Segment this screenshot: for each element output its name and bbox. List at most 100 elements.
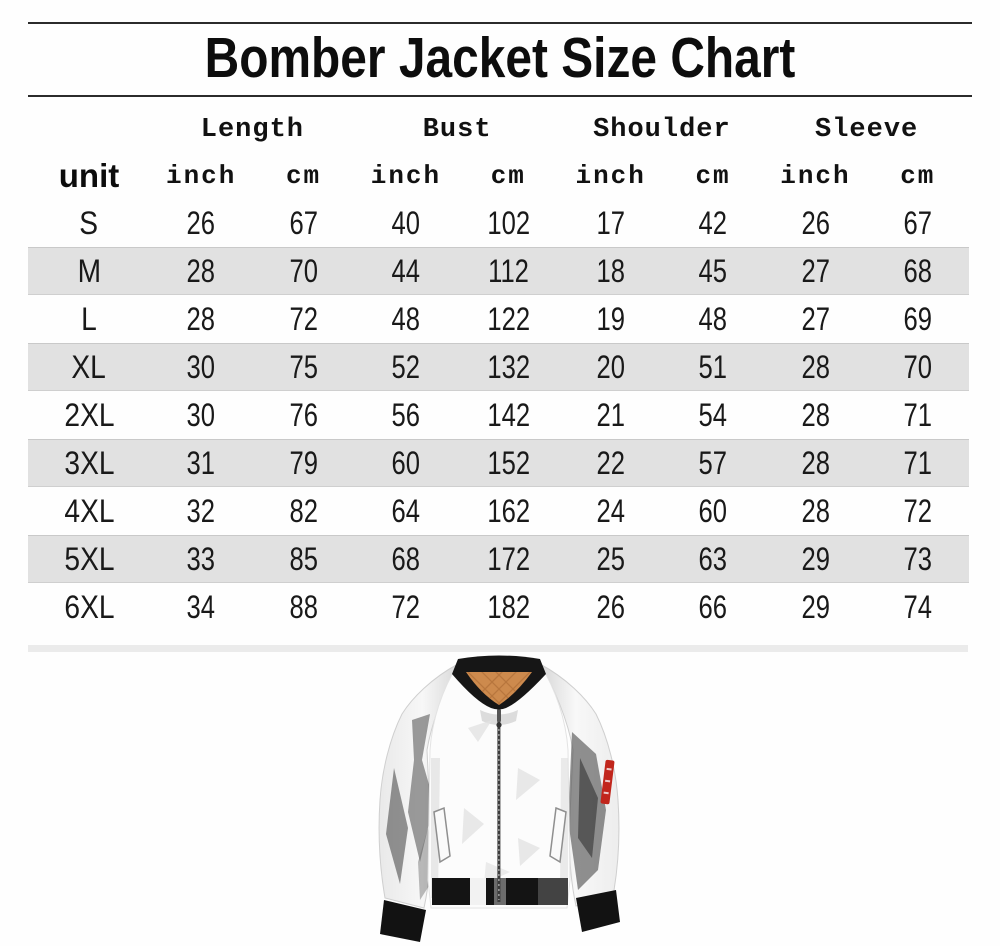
value-cell: 26 [596, 588, 625, 625]
jacket-right-cuff [576, 890, 620, 932]
unit-header-length-cm: cm [285, 161, 322, 191]
value-cell: 22 [596, 444, 625, 481]
size-cell: M [77, 252, 101, 289]
value-cell: 63 [698, 540, 728, 577]
value-cell: 51 [698, 348, 728, 385]
size-row-5xl: 5XL 33 85 68 172 25 63 29 73 [28, 535, 969, 583]
value-cell: 18 [596, 252, 625, 289]
value-cell: 88 [289, 588, 318, 625]
value-cell: 34 [186, 588, 216, 625]
size-cell: 5XL [63, 540, 115, 577]
value-cell: 82 [289, 492, 318, 529]
value-cell: 29 [801, 588, 830, 625]
value-cell: 69 [903, 300, 933, 337]
size-cell: 6XL [63, 588, 115, 625]
value-cell: 21 [596, 396, 625, 433]
value-cell: 30 [186, 396, 216, 433]
value-cell: 28 [186, 300, 216, 337]
unit-header-bust-cm: cm [490, 161, 526, 191]
group-header-length: Length [200, 115, 304, 145]
value-cell: 79 [289, 444, 318, 481]
value-cell: 27 [801, 300, 830, 337]
value-cell: 60 [391, 444, 421, 481]
group-header-bust: Bust [422, 115, 492, 145]
value-cell: 28 [801, 348, 830, 385]
jacket-collar [452, 655, 546, 710]
size-cell: 3XL [63, 444, 115, 481]
value-cell: 72 [289, 300, 318, 337]
size-cell: 4XL [63, 492, 115, 529]
value-cell: 42 [698, 204, 728, 241]
value-cell: 28 [801, 492, 830, 529]
value-cell: 30 [186, 348, 216, 385]
value-cell: 74 [903, 588, 933, 625]
unit-header-sleeve-inch: inch [780, 161, 851, 191]
unit-label: unit [58, 157, 120, 194]
value-cell: 162 [486, 492, 530, 529]
value-cell: 28 [186, 252, 216, 289]
jacket-left-cuff [380, 900, 426, 942]
value-cell: 122 [486, 300, 530, 337]
value-cell: 70 [903, 348, 933, 385]
group-header-sleeve: Sleeve [815, 115, 919, 145]
unit-header-sleeve-cm: cm [900, 161, 936, 191]
value-cell: 112 [487, 252, 529, 289]
size-row-4xl: 4XL 32 82 64 162 24 60 28 72 [28, 487, 969, 535]
size-row-2xl: 2XL 30 76 56 142 21 54 28 71 [28, 391, 969, 439]
value-cell: 152 [486, 444, 530, 481]
value-cell: 32 [186, 492, 216, 529]
value-cell: 44 [391, 252, 421, 289]
value-cell: 17 [596, 204, 625, 241]
value-cell: 85 [289, 540, 318, 577]
value-cell: 73 [903, 540, 933, 577]
value-cell: 20 [596, 348, 625, 385]
size-row-s: S 26 67 40 102 17 42 26 67 [28, 199, 969, 247]
bomber-jacket-image [368, 648, 632, 946]
value-cell: 28 [801, 396, 830, 433]
title-divider [28, 95, 972, 97]
value-cell: 27 [801, 252, 830, 289]
value-cell: 72 [391, 588, 421, 625]
value-cell: 71 [903, 444, 933, 481]
value-cell: 64 [391, 492, 421, 529]
unit-header-length-inch: inch [165, 161, 237, 191]
group-header-spacer [28, 97, 150, 153]
value-cell: 40 [391, 204, 421, 241]
unit-header-shoulder-inch: inch [575, 161, 646, 191]
bomber-jacket-illustration [378, 655, 620, 942]
page-title: Bomber Jacket Size Chart [204, 26, 796, 90]
size-row-3xl: 3XL 31 79 60 152 22 57 28 71 [28, 439, 969, 487]
value-cell: 68 [903, 252, 933, 289]
size-cell: L [81, 300, 97, 337]
measurement-group-header-row: Length Bust Shoulder Sleeve [28, 97, 969, 153]
group-header-shoulder: Shoulder [593, 115, 731, 145]
value-cell: 26 [801, 204, 830, 241]
value-cell: 52 [391, 348, 421, 385]
size-cell: XL [71, 348, 107, 385]
size-row-l: L 28 72 48 122 19 48 27 69 [28, 295, 969, 343]
value-cell: 25 [596, 540, 625, 577]
size-row-m: M 28 70 44 112 18 45 27 68 [28, 247, 969, 295]
value-cell: 45 [698, 252, 728, 289]
jacket-left-sleeve [378, 662, 460, 942]
size-cell: S [79, 204, 99, 241]
value-cell: 57 [698, 444, 728, 481]
value-cell: 28 [801, 444, 830, 481]
value-cell: 54 [698, 396, 728, 433]
value-cell: 67 [903, 204, 933, 241]
value-cell: 66 [698, 588, 728, 625]
value-cell: 60 [698, 492, 728, 529]
value-cell: 102 [486, 204, 530, 241]
value-cell: 48 [391, 300, 421, 337]
value-cell: 48 [698, 300, 728, 337]
value-cell: 132 [486, 348, 530, 385]
value-cell: 29 [801, 540, 830, 577]
value-cell: 19 [596, 300, 625, 337]
value-cell: 33 [186, 540, 216, 577]
value-cell: 75 [289, 348, 318, 385]
value-cell: 31 [186, 444, 216, 481]
jacket-sleeve-tag [600, 759, 615, 805]
value-cell: 76 [289, 396, 318, 433]
jacket-right-sleeve [538, 662, 620, 932]
